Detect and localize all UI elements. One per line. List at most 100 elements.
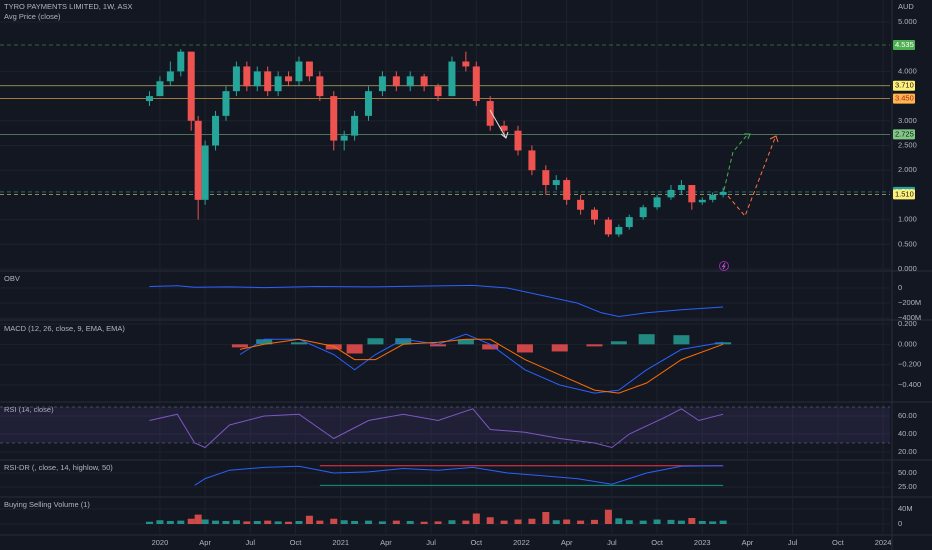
price-label: 1.510	[895, 189, 914, 198]
y-tick-label: 1.000	[898, 215, 917, 224]
price-label-box	[893, 129, 915, 140]
price-label-box	[893, 39, 915, 50]
indicator-title: OBV	[4, 274, 20, 283]
volume-bar	[577, 520, 585, 524]
volume-bar	[201, 519, 209, 524]
indicator-line	[149, 408, 724, 449]
y-tick-label: −400M	[898, 313, 921, 322]
volume-bar	[500, 520, 508, 524]
candle-body	[590, 209, 598, 220]
y-tick-label: 25.00	[898, 482, 917, 491]
volume-bar	[177, 520, 185, 524]
candle-body	[552, 180, 560, 186]
volume-bar	[392, 520, 400, 524]
volume-bar	[448, 520, 456, 524]
candle-body	[316, 76, 324, 97]
indicator-title: RSI (14, close)	[4, 405, 54, 414]
x-tick-label: Apr	[380, 538, 392, 547]
candle-body	[264, 71, 272, 92]
x-tick-label: 2022	[513, 538, 530, 547]
macd-histogram	[482, 344, 499, 350]
candle-body	[448, 61, 456, 97]
candle-body	[514, 130, 522, 151]
volume-bar	[542, 512, 550, 524]
x-tick-label: 2021	[332, 538, 349, 547]
y-tick-label: 0.000	[898, 264, 917, 273]
candle-body	[305, 61, 313, 77]
candle-body	[187, 51, 195, 121]
x-tick-label: Oct	[290, 538, 303, 547]
candle-body	[351, 115, 359, 136]
event-icon[interactable]	[719, 261, 729, 271]
y-tick-label: 2.500	[898, 140, 917, 149]
x-tick-label: Apr	[561, 538, 573, 547]
candle-body	[378, 76, 386, 92]
indicator-title: Buying Selling Volume (1)	[4, 500, 90, 509]
macd-histogram	[430, 344, 447, 347]
arrow-head	[744, 133, 751, 140]
candle-body	[166, 71, 174, 82]
y-tick-label: 0.500	[898, 239, 917, 248]
y-tick-label: 2.000	[898, 165, 917, 174]
volume-bar	[253, 521, 261, 524]
event-icon-bolt	[721, 262, 726, 270]
candle-body	[274, 76, 282, 92]
y-tick-label: −200M	[898, 298, 921, 307]
y-tick-label: 50.00	[898, 468, 917, 477]
volume-bar	[194, 514, 202, 524]
indicator-line	[194, 465, 724, 486]
macd-histogram	[610, 341, 627, 345]
volume-bar	[688, 518, 696, 524]
volume-bar	[285, 521, 293, 524]
macd-histogram	[715, 342, 732, 345]
price-label: 2.725	[895, 129, 914, 138]
y-tick-label: −0.200	[898, 360, 921, 369]
volume-bar	[232, 520, 240, 524]
volume-bar	[434, 521, 442, 524]
indicator-title: Avg Price (close)	[4, 12, 61, 21]
volume-bar	[563, 519, 571, 524]
candle-body	[285, 76, 293, 82]
macd-histogram	[638, 334, 655, 345]
volume-bar	[264, 520, 272, 524]
candle-body	[472, 66, 480, 102]
x-tick-label: Jul	[426, 538, 436, 547]
volume-bar	[698, 521, 706, 524]
macd-histogram	[290, 342, 307, 345]
volume-bar	[625, 520, 633, 524]
volume-bar	[351, 521, 359, 524]
currency: AUD	[898, 2, 914, 11]
candle-body	[434, 86, 442, 97]
candle-body	[528, 150, 536, 171]
price-label-box	[893, 80, 915, 91]
macd-histogram	[457, 339, 474, 345]
y-tick-label: 4.000	[898, 66, 917, 75]
candle-body	[177, 51, 185, 72]
y-tick-label: 40M	[898, 504, 913, 513]
indicator-title: MACD (12, 26, close, 9, EMA, EMA)	[4, 324, 125, 333]
candle-body	[340, 135, 348, 141]
indicator-line	[149, 284, 724, 318]
y-tick-label: 60.00	[898, 411, 917, 420]
volume-bar	[305, 515, 313, 524]
candle-body	[719, 191, 727, 195]
candle-body	[194, 120, 202, 200]
x-tick-label: Jul	[788, 538, 798, 547]
volume-bar	[590, 519, 598, 524]
volume-bar	[719, 520, 727, 524]
volume-bar	[156, 520, 164, 524]
volume-bar	[420, 521, 428, 524]
y-tick-label: 3.000	[898, 116, 917, 125]
price-label-box	[893, 93, 915, 104]
candle-body	[563, 180, 571, 200]
volume-bar	[365, 520, 373, 524]
candle-body	[295, 61, 303, 82]
candle-body	[653, 197, 661, 208]
candle-body	[667, 189, 675, 198]
candle-body	[500, 125, 508, 131]
projection	[489, 109, 779, 217]
volume-bar	[295, 521, 303, 524]
